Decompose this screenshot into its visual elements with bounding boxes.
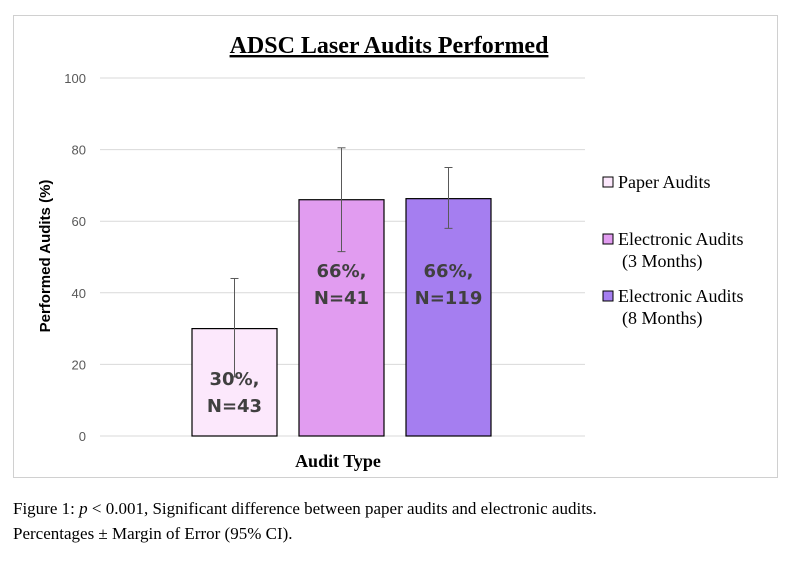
bar-data-label: N=119 bbox=[415, 288, 483, 309]
y-tick-label: 60 bbox=[72, 214, 86, 229]
legend-entry: Electronic Audits bbox=[618, 286, 743, 306]
y-tick-label: 40 bbox=[72, 286, 86, 301]
bar-data-label: 66%, bbox=[424, 261, 474, 282]
chart-title: ADSC Laser Audits Performed bbox=[230, 33, 550, 59]
bar-chart: ADSC Laser Audits Performed 0 20 40 60 80 100… bbox=[37, 33, 743, 471]
bar-data-label: 30%, bbox=[210, 369, 260, 390]
y-tick-label: 100 bbox=[64, 71, 86, 86]
bar-data-label: N=43 bbox=[207, 396, 262, 417]
y-tick-label: 20 bbox=[72, 357, 86, 372]
legend-swatch bbox=[602, 233, 614, 245]
caption-line-1-text: < 0.001, Significant difference between … bbox=[87, 499, 597, 518]
caption-line-2: Percentages ± Margin of Error (95% CI). bbox=[13, 524, 293, 543]
legend-swatch bbox=[602, 176, 614, 188]
bar-data-labels: 30%, N=43 66%, N=41 66%, N=119 bbox=[207, 261, 482, 417]
y-tick-label: 0 bbox=[79, 429, 86, 444]
chart-frame bbox=[13, 15, 778, 478]
bar bbox=[405, 198, 492, 437]
legend-entry: (8 Months) bbox=[622, 308, 703, 329]
error-bars bbox=[230, 147, 453, 378]
legend-entry: (3 Months) bbox=[622, 251, 703, 272]
legend-entry: Paper Audits bbox=[618, 172, 711, 192]
x-axis-label: Audit Type bbox=[295, 451, 381, 471]
bar-data-label: 66%, bbox=[317, 261, 367, 282]
legend-swatch bbox=[602, 290, 614, 302]
y-axis-label: Performed Audits (%) bbox=[37, 180, 54, 333]
bar-data-label: N=41 bbox=[314, 288, 369, 309]
figure-caption: Figure 1: p < 0.001, Significant differe… bbox=[13, 496, 778, 546]
gridlines bbox=[100, 77, 585, 437]
y-tick-label: 80 bbox=[72, 143, 86, 158]
caption-line-1: Figure 1: p < 0.001, Significant differe… bbox=[13, 496, 778, 521]
p-symbol: p bbox=[79, 499, 88, 518]
caption-prefix: Figure 1: bbox=[13, 499, 80, 518]
legend-entry: Electronic Audits bbox=[618, 229, 743, 249]
y-axis-ticks: 0 20 40 60 80 100 bbox=[64, 71, 86, 444]
